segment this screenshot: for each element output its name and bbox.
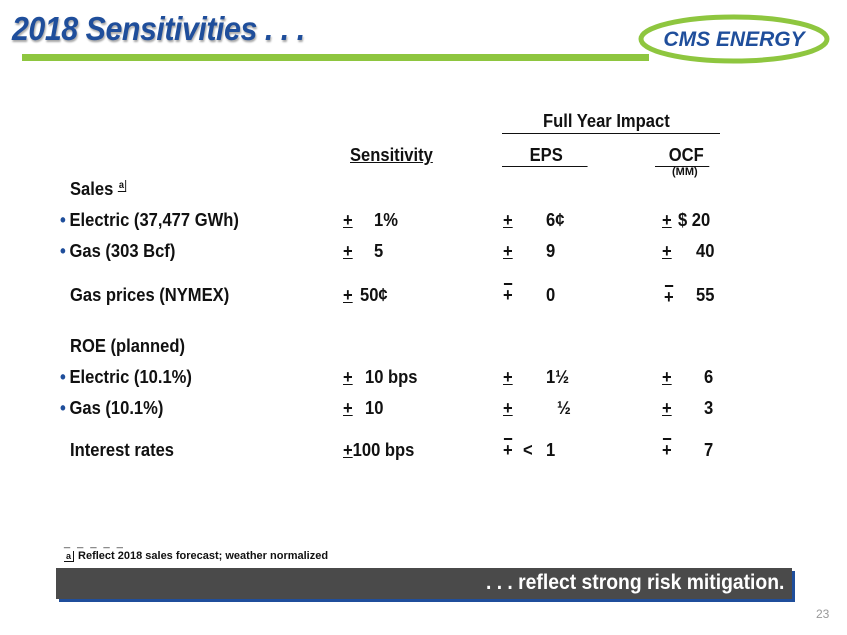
electric-sales-label: • Electric (37,477 GWh) (60, 210, 239, 230)
gas-sales-eps-sign: + (503, 241, 513, 261)
bullet-icon: • (60, 210, 66, 230)
title-accent-bar (22, 54, 649, 61)
footnote: a Reflect 2018 sales forecast; weather no… (64, 550, 329, 562)
electric-roe-ocf-sign: + (662, 367, 672, 387)
gas-prices-ocf-value: 55 (696, 285, 715, 305)
interest-rates-ocf-sign: + (662, 438, 672, 460)
gas-sales-sens-sign: + (343, 241, 353, 261)
electric-sales-eps-sign: + (503, 210, 513, 230)
gas-roe-ocf-value: 3 (704, 398, 714, 418)
ocf-unit: (MM) (672, 166, 698, 178)
gas-roe-eps-sign: + (503, 398, 513, 418)
electric-sales-sens-value: 1% (374, 210, 398, 230)
interest-rates-eps-lt: < (523, 440, 533, 460)
bullet-icon: • (60, 398, 66, 418)
interest-rates-ocf-value: 7 (704, 440, 714, 460)
gas-prices-eps-sign: + (503, 283, 513, 305)
electric-roe-eps-sign: + (503, 367, 513, 387)
footnote-separator: _ _ _ _ _ (64, 537, 125, 549)
gas-roe-label: • Gas (10.1%) (60, 398, 164, 418)
electric-sales-ocf-sign: + (662, 210, 672, 230)
footnote-marker: a (117, 180, 126, 192)
cms-energy-logo: CMS ENERGY (638, 14, 830, 64)
gas-sales-ocf-value: 40 (696, 241, 715, 261)
gas-prices-sens-sign: + (343, 285, 353, 305)
gas-sales-ocf-sign: + (662, 241, 672, 261)
interest-rates-sens-value: +100 bps (343, 440, 415, 460)
page-title: 2018 Sensitivities . . . (12, 10, 305, 47)
conclusion-banner: . . . reflect strong risk mitigation. (56, 568, 792, 599)
interest-rates-label: Interest rates (70, 440, 175, 460)
electric-roe-sens-sign: + (343, 367, 353, 387)
bullet-icon: • (60, 367, 66, 387)
electric-roe-ocf-value: 6 (704, 367, 714, 387)
gas-roe-sens-value: 10 (365, 398, 384, 418)
page-number: 23 (816, 607, 830, 621)
gas-sales-label: • Gas (303 Bcf) (60, 241, 176, 261)
electric-roe-eps-value: 1½ (546, 367, 570, 387)
footnote-marker: a (64, 551, 75, 562)
gas-roe-ocf-sign: + (662, 398, 672, 418)
interest-rates-eps-value: 1 (546, 440, 556, 460)
sensitivity-header: Sensitivity (350, 145, 433, 165)
gas-prices-sens-value: 50¢ (360, 285, 388, 305)
conclusion-text: . . . reflect strong risk mitigation. (485, 571, 784, 594)
full-year-impact-header: Full Year Impact (543, 111, 670, 131)
gas-sales-eps-value: 9 (546, 241, 556, 261)
bullet-icon: • (60, 241, 66, 261)
gas-prices-label: Gas prices (NYMEX) (70, 285, 230, 305)
electric-sales-eps-value: 6¢ (546, 210, 565, 230)
gas-roe-sens-sign: + (343, 398, 353, 418)
eps-header: EPS (502, 145, 588, 167)
electric-sales-ocf-value: $ 20 (678, 210, 711, 230)
electric-sales-sens-sign: + (343, 210, 353, 230)
sales-label: Sales a (70, 179, 126, 199)
roe-label: ROE (planned) (70, 336, 185, 356)
gas-prices-ocf-sign: + (664, 285, 674, 307)
gas-sales-sens-value: 5 (374, 241, 384, 261)
gas-prices-eps-value: 0 (546, 285, 556, 305)
interest-rates-eps-sign: + (503, 438, 513, 460)
logo-text: CMS ENERGY (663, 28, 806, 51)
gas-roe-eps-value: ½ (557, 398, 571, 418)
electric-roe-label: • Electric (10.1%) (60, 367, 192, 387)
full-year-impact-rule (502, 133, 720, 134)
ocf-header: OCF (655, 145, 710, 167)
electric-roe-sens-value: 10 bps (365, 367, 418, 387)
